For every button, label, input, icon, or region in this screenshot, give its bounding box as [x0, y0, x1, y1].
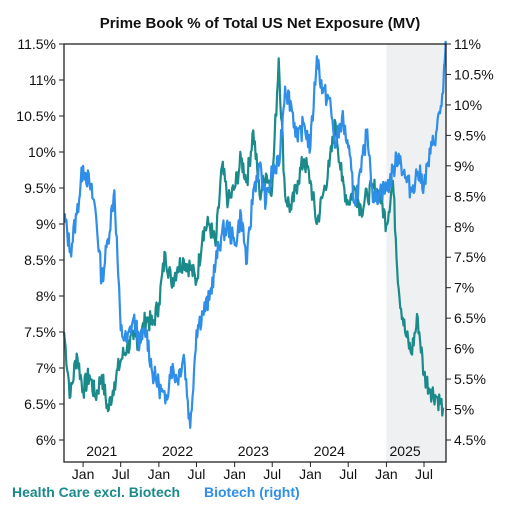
right-tick-label: 5% [454, 402, 474, 418]
x-month-label: Jul [415, 466, 433, 482]
left-tick-label: 9% [36, 216, 56, 232]
left-tick-label: 10% [28, 144, 56, 160]
left-tick-label: 10.5% [16, 108, 56, 124]
x-month-label: Jul [339, 466, 357, 482]
x-month-label: Jul [188, 466, 206, 482]
x-month-label: Jan [299, 466, 322, 482]
right-tick-label: 7.5% [454, 249, 486, 265]
x-month-label: Jan [148, 466, 171, 482]
left-tick-label: 6% [36, 432, 56, 448]
left-tick-label: 7.5% [24, 324, 56, 340]
left-tick-label: 8% [36, 288, 56, 304]
x-year-label: 2024 [314, 443, 345, 459]
plot-frame [63, 43, 447, 463]
x-month-label: Jan [72, 466, 95, 482]
series-line-health-care [62, 57, 445, 417]
right-tick-label: 6.5% [454, 310, 486, 326]
legend-biotech: Biotech (right) [204, 484, 300, 500]
x-month-label: Jan [223, 466, 246, 482]
left-tick-label: 6.5% [24, 396, 56, 412]
x-year-label: 2025 [390, 443, 421, 459]
series-group [62, 40, 448, 429]
x-year-label: 2021 [86, 443, 117, 459]
x-year-label: 2023 [238, 443, 269, 459]
year-labels: 2021 2022 2023 2024 2025 [86, 443, 421, 459]
chart-title: Prime Book % of Total US Net Exposure (M… [100, 15, 421, 32]
x-month-label: Jan [375, 466, 398, 482]
right-tick-label: 4.5% [454, 432, 486, 448]
left-tick-label: 9.5% [24, 180, 56, 196]
left-tick-label: 11% [29, 72, 56, 88]
right-tick-label: 6% [454, 341, 474, 357]
right-tick-label: 8% [454, 219, 474, 235]
right-tick-label: 11% [454, 36, 481, 52]
right-tick-label: 9.5% [454, 127, 486, 143]
left-tick-label: 11.5% [17, 36, 56, 52]
right-axis-ticks: 4.5% 5% 5.5% 6% 6.5% 7% 7.5% 8% 8.5% 9% 9.5% 10% 10.… [446, 36, 494, 448]
right-tick-label: 10% [454, 97, 482, 113]
x-year-label: 2022 [162, 443, 193, 459]
right-tick-label: 10.5% [454, 66, 494, 82]
right-tick-label: 7% [454, 280, 474, 296]
legend-health-care: Health Care excl. Biotech [12, 484, 181, 500]
right-tick-label: 9% [454, 158, 474, 174]
x-month-label: Jul [263, 466, 281, 482]
right-tick-label: 8.5% [454, 188, 486, 204]
right-tick-label: 5.5% [454, 371, 486, 387]
left-axis-ticks: 6% 6.5% 7% 7.5% 8% 8.5% 9% 9.5% 10% 10.5% 11% 11.5% [16, 36, 64, 448]
series-line-biotech [63, 40, 448, 429]
left-tick-label: 8.5% [24, 252, 56, 268]
x-month-label: Jul [112, 466, 130, 482]
month-labels: Jan Jul Jan Jul Jan Jul Jan Jul Jan Jul [72, 462, 433, 482]
left-tick-label: 7% [36, 360, 56, 376]
